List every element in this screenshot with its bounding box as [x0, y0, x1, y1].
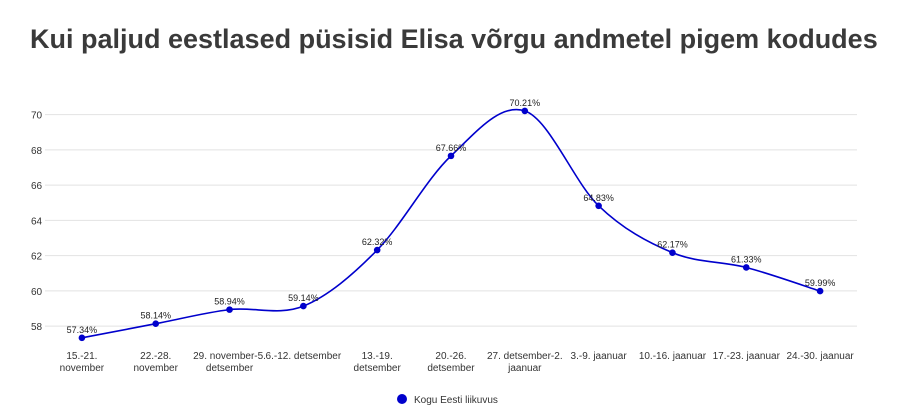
- y-tick-label: 62: [31, 252, 43, 263]
- legend-label: Kogu Eesti liikuvus: [414, 395, 498, 406]
- data-label: 61.33%: [731, 254, 762, 264]
- x-tick-label: 27. detsember-2. jaanuar: [487, 351, 563, 374]
- x-tick-label-line: 20.-26.: [435, 351, 466, 362]
- x-tick-label: 15.-21. november: [60, 351, 105, 374]
- x-tick-label-line: detsember: [427, 363, 475, 374]
- x-tick-label-line: detsember: [354, 363, 402, 374]
- x-tick-label: 22.-28. november: [133, 351, 178, 374]
- data-point: [300, 302, 307, 310]
- data-label: 62.17%: [657, 240, 688, 250]
- y-tick-label: 70: [31, 111, 43, 122]
- y-tick-label: 66: [31, 181, 43, 192]
- x-tick-label-line: 27. detsember-2.: [487, 351, 563, 362]
- x-tick-label: 17.-23. jaanuar: [713, 351, 781, 362]
- y-tick-label: 68: [31, 146, 43, 157]
- x-tick-label: 20.-26. detsember: [427, 351, 475, 374]
- data-label: 67.66%: [436, 143, 467, 153]
- x-tick-label-line: 6.-12. detsember: [266, 351, 342, 362]
- x-tick-label-line: 17.-23. jaanuar: [713, 351, 781, 362]
- x-tick-label-line: 10.-16. jaanuar: [639, 351, 707, 362]
- chart-title: Kui paljud eestlased püsisid Elisa võrgu…: [30, 24, 878, 54]
- x-tick-label-line: 24.-30. jaanuar: [786, 351, 854, 362]
- data-point: [447, 152, 455, 160]
- legend-marker: [397, 394, 407, 404]
- data-label: 57.34%: [67, 325, 98, 335]
- x-tick-label-line: 15.-21.: [66, 351, 97, 362]
- x-tick-label: 6.-12. detsember: [266, 351, 342, 362]
- data-point: [595, 202, 602, 210]
- x-tick-label: 13.-19. detsember: [354, 351, 402, 374]
- data-point: [373, 246, 381, 254]
- data-label: 58.14%: [140, 311, 171, 321]
- data-label: 59.99%: [805, 278, 836, 288]
- data-label: 64.83%: [583, 193, 614, 203]
- data-point: [226, 306, 233, 313]
- x-tick-label: 24.-30. jaanuar: [786, 351, 854, 362]
- x-tick-label-line: detsember: [206, 363, 254, 374]
- data-label: 59.14%: [288, 293, 319, 303]
- x-tick-label: 10.-16. jaanuar: [639, 351, 707, 362]
- y-tick-label: 58: [31, 322, 43, 333]
- x-tick-label-line: 13.-19.: [362, 351, 393, 362]
- data-point: [816, 287, 824, 295]
- data-point: [152, 320, 160, 328]
- x-tick-label: 29. november-5. detsember: [193, 351, 266, 374]
- data-point: [742, 264, 750, 271]
- x-tick-label-line: november: [60, 363, 105, 374]
- x-tick-label: 3.-9. jaanuar: [571, 351, 628, 362]
- y-tick-label: 60: [31, 287, 43, 298]
- data-point: [669, 249, 676, 256]
- data-point: [78, 334, 86, 342]
- x-tick-label-line: 22.-28.: [140, 351, 171, 362]
- x-tick-label-line: 3.-9. jaanuar: [571, 351, 628, 362]
- data-point: [521, 107, 529, 115]
- x-tick-label-line: november: [133, 363, 178, 374]
- data-label: 58.94%: [214, 297, 245, 307]
- x-tick-label-line: 29. november-5.: [193, 351, 266, 362]
- x-tick-label-line: jaanuar: [507, 363, 542, 374]
- data-label: 70.21%: [510, 98, 541, 108]
- y-tick-label: 64: [31, 216, 43, 227]
- data-label: 62.32%: [362, 237, 393, 247]
